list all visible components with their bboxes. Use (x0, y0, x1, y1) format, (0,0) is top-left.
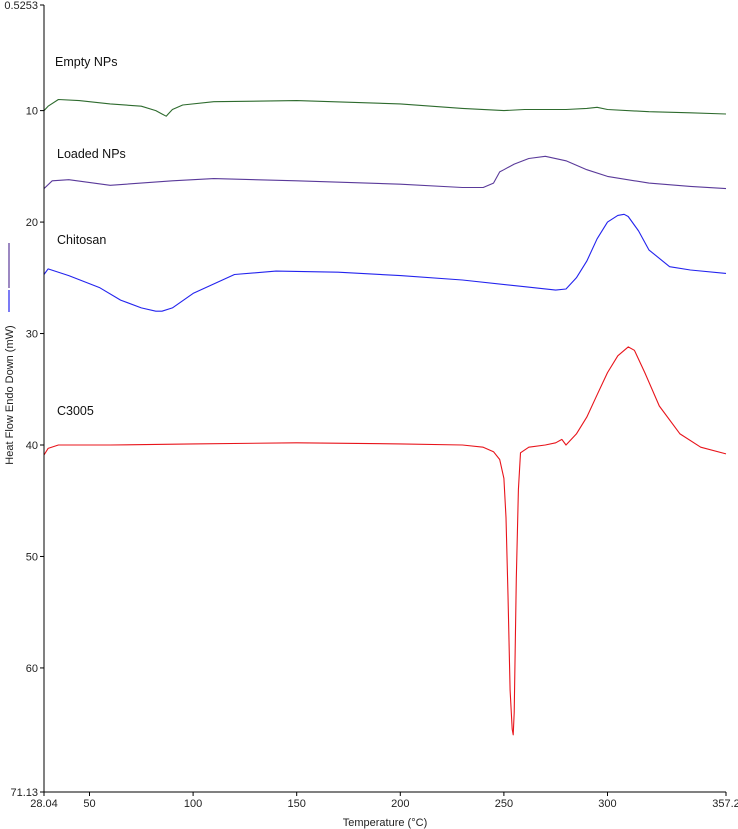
ticks-layer: 28.04 50 100 150 200 250 300 357.2 0.5253 10 20 30 4… (4, 0, 738, 810)
labels-layer: Temperature (°C) Heat Flow Endo Down (mW… (4, 325, 427, 829)
series-line-empty-nps (43, 98, 727, 117)
y-tick-label: 50 (26, 551, 38, 563)
series-line-loaded-nps (43, 155, 727, 190)
series-layer (43, 98, 727, 736)
x-tick-label: 250 (495, 798, 513, 810)
y-tick-label: 20 (26, 217, 38, 229)
x-axis-title: Temperature (°C) (343, 817, 427, 829)
series-labels: Empty NPs Loaded NPs Chitosan C3005 (55, 55, 126, 418)
y-tick-label: 10 (26, 106, 38, 118)
series-line-c3005 (43, 346, 727, 736)
y-tick-label: 60 (26, 663, 38, 675)
x-tick-label: 50 (83, 798, 95, 810)
x-tick-label: 150 (288, 798, 306, 810)
y-axis-title: Heat Flow Endo Down (mW) (4, 325, 16, 464)
x-tick-label: 200 (391, 798, 409, 810)
y-tick-label: 30 (26, 329, 38, 341)
series-label-chitosan: Chitosan (57, 233, 106, 247)
y-tick-label: 40 (26, 440, 38, 452)
axes-layer (43, 5, 726, 793)
x-tick-label: 300 (598, 798, 616, 810)
y-tick-label: 0.5253 (4, 0, 38, 12)
x-tick-label: 100 (184, 798, 202, 810)
y-tick-label: 71.13 (10, 787, 38, 799)
series-label-loaded-nps: Loaded NPs (57, 147, 126, 161)
x-tick-label: 28.04 (30, 798, 58, 810)
series-label-empty-nps: Empty NPs (55, 55, 118, 69)
series-line-chitosan (43, 213, 727, 312)
series-label-c3005: C3005 (57, 404, 94, 418)
x-tick-label: 357.2 (712, 798, 738, 810)
